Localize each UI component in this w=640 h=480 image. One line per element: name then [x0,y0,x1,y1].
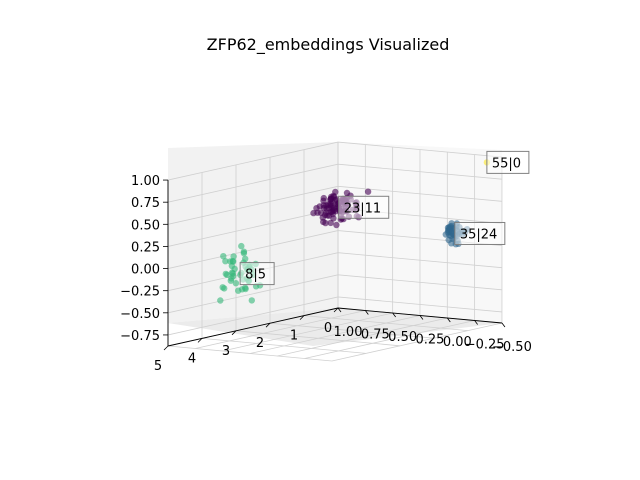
y-tick-label: 0.75 [361,328,390,343]
scatter-point [320,194,327,202]
annotation-label: 55|0 [492,156,521,171]
x-tick-label: 5 [154,359,162,374]
scatter-point [231,265,238,273]
y-tick-mark [501,322,506,328]
y-tick-mark [474,320,478,325]
annotation-label: 8|5 [245,268,266,283]
scatter-point [333,221,340,229]
y-axis-ticks: 1.000.750.500.250.00−0.25−0.50 [334,307,532,355]
z-tick-label: 0.25 [131,240,160,255]
grid-line-z [167,185,502,225]
scatter-point [323,209,330,216]
chart-title: ZFP62_embeddings Visualized [207,35,450,55]
z-tick-label: −0.25 [120,285,160,300]
scatter-point [242,255,249,262]
y-tick-label: 0.25 [415,333,444,348]
z-axis-ticks: 1.00 0.75 0.50 0.25 0.00 −0.25 −0.50 −0.75 [120,174,168,344]
y-tick-label: 0.00 [443,335,472,350]
grid-line-z [167,163,502,203]
annotation-label: 23|11 [344,201,381,216]
z-tick-label: 1.00 [131,174,160,189]
y-tick-label: 1.00 [334,325,363,340]
scatter-point [221,285,228,292]
y-tick-mark [419,315,424,320]
y-tick-mark [446,317,451,323]
scatter-point [327,195,335,202]
scatter-point [240,248,248,255]
scatter-point [222,258,229,265]
scatter-point [220,253,227,260]
grid-line-y-floor [331,322,503,362]
scatter-point [242,285,249,293]
y-tick-label: 0.50 [388,330,417,345]
scatter-point [327,219,334,227]
scatter-point [222,270,229,278]
grid-line-y-floor [249,315,421,354]
x-tick-mark [299,315,305,320]
grid-line-z [167,296,502,336]
z-tick-label: 0.75 [131,196,160,211]
x-axis-line [167,307,339,347]
annotation-box [338,195,390,219]
grid-line-y-floor [195,310,366,349]
x-tick-mark [231,330,237,336]
scatter-point [238,242,245,250]
annotation-box [239,262,275,286]
cluster-annotations: 23|11 8|5 35|24 55|0 [239,150,530,286]
z-tick-label: −0.50 [120,307,160,322]
z-tick-label: 0.50 [131,218,160,233]
annotation-label: 35|24 [460,227,497,242]
scatter-point [227,277,234,284]
grid-line-z [167,252,502,292]
y-tick-label: −0.50 [492,340,532,355]
scatter-point [313,205,320,212]
grid-line-y-floor [277,317,448,357]
x-tick-mark [197,338,203,343]
grid-line-y-floor [222,312,393,352]
scatter-point [232,280,240,287]
x-tick-label: 3 [222,344,230,359]
z-tick-label: 0.00 [131,263,160,278]
scatter-point [364,188,372,195]
x-tick-label: 1 [290,329,298,344]
y-tick-mark [365,310,369,315]
scatter-point [332,188,339,196]
x-tick-mark [163,345,169,351]
scatter-point [319,214,326,221]
annotation-box [486,150,530,174]
x-tick-mark [265,322,271,328]
x-tick-mark [333,307,339,313]
x-tick-label: 4 [188,351,196,366]
grid-line-y-floor [304,320,475,359]
left-pane [168,142,338,323]
z-tick-label: −0.75 [120,329,160,344]
x-tick-label: 0 [324,321,332,336]
grid-line-z [167,274,502,314]
annotation-box [454,221,506,245]
grid-line-z [167,141,502,181]
scatter-point [230,258,237,265]
y-tick-mark [337,307,342,313]
scatter-point [248,297,255,304]
scatter-point [217,297,224,304]
scatter-point [230,253,237,260]
x-axis-ticks: 0 1 2 3 4 5 [154,307,339,374]
floor-pane [168,308,502,346]
y-tick-mark [392,312,396,318]
x-tick-label: 2 [256,336,264,351]
scatter-point [329,207,337,215]
y-tick-label: −0.25 [465,338,505,353]
